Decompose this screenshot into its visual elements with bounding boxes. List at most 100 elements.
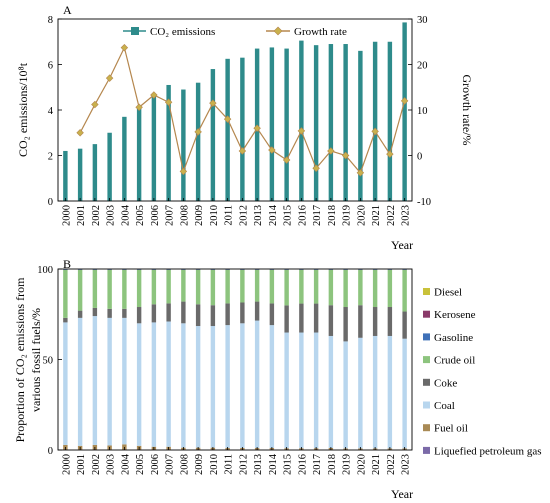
panel-a-y-left-tick-label: 6 bbox=[48, 61, 53, 72]
growth-rate-point-2023 bbox=[400, 97, 409, 105]
stack-segment-crude-oil-2003 bbox=[107, 269, 112, 309]
stack-segment-coal-2002 bbox=[92, 316, 98, 445]
legend-swatch-diesel bbox=[423, 288, 430, 295]
stack-segment-crude-oil-2002 bbox=[92, 269, 98, 308]
legend-swatch-coke bbox=[423, 378, 430, 386]
stack-segment-coke-2021 bbox=[372, 307, 378, 336]
panel-b-x-tick-label: 2002 bbox=[91, 454, 102, 475]
panel-b-x-tick-label: 2022 bbox=[386, 454, 397, 475]
stack-segment-coke-2019 bbox=[343, 307, 348, 342]
panel-b-x-tick-label: 2018 bbox=[327, 454, 338, 475]
stack-segment-crude-oil-2007 bbox=[166, 269, 171, 304]
stack-segment-coke-2014 bbox=[269, 303, 275, 326]
stack-segment-crude-oil-2009 bbox=[195, 269, 201, 305]
stack-segment-coke-2010 bbox=[210, 305, 216, 327]
panel-a-y-left-tick-label: 2 bbox=[48, 152, 53, 163]
growth-rate-point-2012 bbox=[238, 147, 247, 155]
panel-b-stacked-bars bbox=[63, 269, 407, 450]
stack-segment-coke-2005 bbox=[136, 307, 142, 324]
stack-segment-coke-2023 bbox=[402, 311, 407, 339]
stack-segment-coal-2015 bbox=[284, 332, 289, 449]
panel-b-x-tick-label: 2014 bbox=[268, 453, 279, 475]
stack-segment-coal-2019 bbox=[343, 341, 348, 449]
emissions-bar-2016 bbox=[299, 40, 304, 201]
stack-segment-coke-2000 bbox=[63, 317, 68, 323]
emissions-bar-2018 bbox=[328, 44, 334, 202]
panel-b-x-tick-label: 2001 bbox=[76, 454, 87, 475]
stack-segment-coal-2022 bbox=[387, 335, 393, 449]
legend-swatch-kerosene bbox=[423, 310, 430, 318]
stack-segment-coke-2002 bbox=[92, 307, 98, 317]
stack-segment-coal-2001 bbox=[77, 317, 83, 446]
panel-b-legend: Diesel Kerosene Gasoline Crude oil Coke Coal F… bbox=[423, 287, 542, 457]
panel-a-x-tick-label: 2007 bbox=[165, 205, 176, 226]
growth-rate-point-2011 bbox=[223, 115, 232, 123]
emissions-bar-2009 bbox=[195, 82, 201, 201]
panel-a-y-right-tick-label: 20 bbox=[417, 61, 428, 72]
legend-swatch-gasoline bbox=[423, 333, 430, 341]
panel-a-x-tick-label: 2002 bbox=[91, 205, 102, 226]
emissions-bar-2014 bbox=[269, 47, 275, 201]
panel-a-x-tick-label: 2018 bbox=[327, 205, 338, 226]
emissions-bar-2015 bbox=[284, 48, 289, 202]
panel-a-x-tick-label: 2003 bbox=[106, 205, 117, 226]
stack-segment-crude-oil-2004 bbox=[122, 269, 127, 309]
growth-rate-point-2017 bbox=[312, 164, 320, 172]
panel-a-x-tick-label: 2009 bbox=[194, 205, 205, 226]
growth-rate-point-2019 bbox=[341, 151, 350, 160]
panel-b-x-tick-label: 2012 bbox=[238, 454, 249, 475]
stack-segment-coal-2012 bbox=[240, 323, 245, 449]
stack-segment-crude-oil-2012 bbox=[240, 269, 245, 303]
growth-rate-point-2001 bbox=[76, 129, 84, 137]
stack-segment-coal-2023 bbox=[402, 338, 407, 449]
emissions-bar-2003 bbox=[107, 132, 112, 201]
stack-segment-crude-oil-2021 bbox=[372, 269, 378, 308]
panel-a-x-tick-label: 2017 bbox=[312, 205, 323, 226]
stack-segment-coke-2016 bbox=[299, 303, 304, 333]
panel-b-x-tick-label: 2005 bbox=[135, 454, 146, 475]
panel-b-x-tick-label: 2000 bbox=[61, 454, 72, 475]
panel-b-x-tick-label: 2011 bbox=[224, 454, 235, 475]
panel-b-chart: B 0 50 100 2000 2001 2002 2003 2004 2005 2006 2007… bbox=[13, 257, 542, 501]
stack-segment-crude-oil-2005 bbox=[136, 269, 142, 308]
stack-segment-crude-oil-2020 bbox=[358, 269, 363, 306]
panel-b-y-title-line1: Proportion of CO₂ emissions from bbox=[13, 277, 27, 443]
emissions-bar-2011 bbox=[225, 58, 230, 201]
emissions-bar-2021 bbox=[372, 41, 378, 201]
stack-segment-coal-2016 bbox=[299, 332, 304, 449]
stack-segment-coke-2015 bbox=[284, 305, 289, 333]
emissions-bar-2008 bbox=[181, 89, 186, 201]
growth-rate-point-2018 bbox=[327, 147, 335, 155]
emissions-bar-2002 bbox=[92, 144, 98, 201]
panel-a-x-tick-label: 2006 bbox=[150, 205, 161, 226]
growth-rate-point-2005 bbox=[135, 103, 143, 111]
growth-rate-point-2014 bbox=[268, 146, 276, 154]
stack-segment-crude-oil-2008 bbox=[181, 269, 186, 302]
legend-swatch-coal bbox=[423, 401, 430, 409]
emissions-bar-2004 bbox=[122, 116, 127, 201]
stack-segment-coal-2009 bbox=[195, 326, 201, 448]
legend-label-crude-oil: Crude oil bbox=[434, 355, 475, 367]
stack-segment-coke-2008 bbox=[181, 301, 186, 324]
stack-segment-coke-2012 bbox=[240, 302, 245, 324]
stack-segment-coke-2011 bbox=[225, 303, 230, 326]
panel-b-y-tick-label: 0 bbox=[48, 446, 53, 457]
legend-label-fuel-oil: Fuel oil bbox=[434, 423, 468, 435]
stack-segment-crude-oil-2022 bbox=[387, 269, 393, 308]
panel-b-label: B bbox=[63, 257, 71, 271]
stack-segment-coal-2011 bbox=[225, 325, 230, 449]
legend-label-gasoline: Gasoline bbox=[434, 332, 473, 344]
panel-a-legend: CO₂ emissions Growth rate bbox=[123, 26, 347, 38]
emissions-bar-2023 bbox=[402, 22, 407, 201]
emissions-bar-2020 bbox=[358, 50, 363, 201]
panel-a-y-left-tick-label: 8 bbox=[48, 15, 53, 26]
stack-segment-coal-2004 bbox=[122, 317, 127, 445]
growth-rate-point-2013 bbox=[253, 124, 261, 132]
stack-segment-coke-2006 bbox=[151, 304, 157, 323]
stack-segment-coke-2018 bbox=[328, 305, 334, 336]
panel-a-x-title: Year bbox=[391, 238, 413, 252]
panel-b-x-tick-label: 2006 bbox=[150, 454, 161, 475]
panel-b-x-tick-label: 2017 bbox=[312, 454, 323, 475]
legend-label-coal: Coal bbox=[434, 400, 455, 412]
